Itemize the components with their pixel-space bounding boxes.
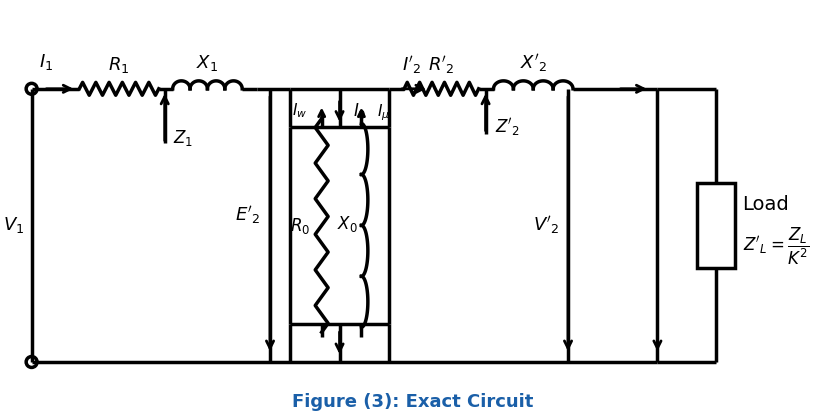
Text: $Z'_L = \dfrac{Z_L}{K^2}$: $Z'_L = \dfrac{Z_L}{K^2}$ xyxy=(743,226,809,267)
Text: $V_1$: $V_1$ xyxy=(3,215,24,235)
Text: $X_0$: $X_0$ xyxy=(337,214,358,234)
Bar xyxy=(697,183,735,268)
Text: $I_1$: $I_1$ xyxy=(40,52,54,72)
Text: $V'_2$: $V'_2$ xyxy=(533,214,559,237)
Text: $X_1$: $X_1$ xyxy=(197,53,218,73)
Text: $R_0$: $R_0$ xyxy=(289,216,310,236)
Text: $E'_2$: $E'_2$ xyxy=(236,204,261,227)
Text: $X'_2$: $X'_2$ xyxy=(519,52,547,74)
Text: $I'_2$: $I'_2$ xyxy=(403,54,422,76)
Text: $I_w$: $I_w$ xyxy=(292,101,308,120)
Text: $Z'_2$: $Z'_2$ xyxy=(495,115,520,138)
Text: $I_0$: $I_0$ xyxy=(352,101,366,121)
Text: Load: Load xyxy=(743,195,789,214)
Text: $R'_2$: $R'_2$ xyxy=(428,54,455,76)
Text: Figure (3): Exact Circuit: Figure (3): Exact Circuit xyxy=(292,393,533,411)
Text: $I_\mu$: $I_\mu$ xyxy=(377,102,390,123)
Text: $Z_1$: $Z_1$ xyxy=(173,128,193,148)
Text: $R_1$: $R_1$ xyxy=(108,55,130,75)
